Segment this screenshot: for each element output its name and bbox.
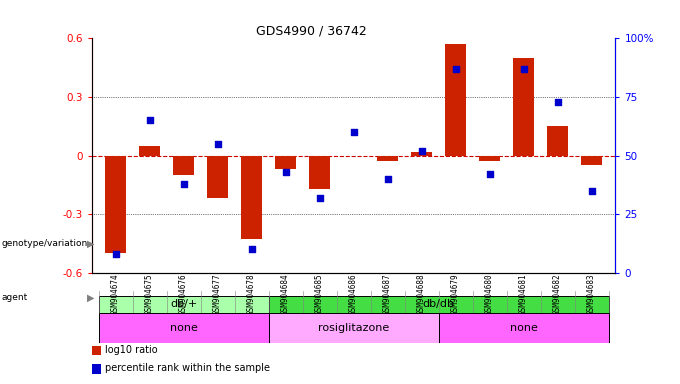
Bar — [275, 156, 296, 169]
Bar — [269, 296, 609, 313]
Bar — [581, 156, 602, 165]
Text: db/db: db/db — [422, 299, 455, 309]
Point — [110, 251, 121, 257]
Point — [484, 171, 495, 177]
Bar — [99, 296, 269, 313]
Bar — [92, 364, 101, 374]
Bar — [309, 156, 330, 189]
Text: GSM904680: GSM904680 — [485, 274, 494, 315]
Bar — [99, 313, 269, 343]
Text: GSM904681: GSM904681 — [519, 274, 528, 315]
Point — [280, 169, 291, 175]
Title: GDS4990 / 36742: GDS4990 / 36742 — [256, 24, 367, 37]
Text: GSM904675: GSM904675 — [145, 274, 154, 315]
Point — [246, 246, 257, 252]
Bar — [411, 152, 432, 156]
Point — [348, 129, 359, 135]
Bar — [139, 146, 160, 156]
Text: db/+: db/+ — [170, 299, 197, 309]
Bar — [269, 313, 439, 343]
Text: GSM904678: GSM904678 — [247, 274, 256, 315]
Text: none: none — [170, 323, 197, 333]
Text: GSM904687: GSM904687 — [383, 274, 392, 315]
Point — [178, 180, 189, 187]
Bar — [377, 156, 398, 161]
Text: GSM904682: GSM904682 — [553, 274, 562, 315]
Text: rosiglitazone: rosiglitazone — [318, 323, 389, 333]
Text: GSM904685: GSM904685 — [315, 274, 324, 315]
Text: percentile rank within the sample: percentile rank within the sample — [105, 363, 270, 373]
Bar — [241, 156, 262, 239]
Point — [518, 66, 529, 72]
Bar — [513, 58, 534, 156]
Bar — [105, 156, 126, 253]
Bar — [207, 156, 228, 199]
Bar — [173, 156, 194, 175]
Bar — [547, 126, 568, 156]
Text: GSM904683: GSM904683 — [587, 274, 596, 315]
Text: GSM904674: GSM904674 — [111, 274, 120, 315]
Point — [382, 176, 393, 182]
Bar — [92, 346, 101, 355]
Point — [552, 99, 563, 105]
Text: GSM904688: GSM904688 — [417, 274, 426, 315]
Bar — [479, 156, 500, 161]
Text: agent: agent — [1, 293, 28, 302]
Text: ▶: ▶ — [87, 239, 95, 249]
Text: log10 ratio: log10 ratio — [105, 345, 158, 355]
Point — [144, 117, 155, 123]
Point — [314, 195, 325, 201]
Text: GSM904676: GSM904676 — [179, 274, 188, 315]
Text: GSM904686: GSM904686 — [349, 274, 358, 315]
Bar — [445, 44, 466, 156]
Text: none: none — [510, 323, 537, 333]
Text: ▶: ▶ — [87, 293, 95, 303]
Point — [450, 66, 461, 72]
Point — [416, 148, 427, 154]
Point — [586, 187, 597, 194]
Text: genotype/variation: genotype/variation — [1, 239, 88, 248]
Text: GSM904677: GSM904677 — [213, 274, 222, 315]
Text: GSM904684: GSM904684 — [281, 274, 290, 315]
Bar — [439, 313, 609, 343]
Point — [212, 141, 223, 147]
Text: GSM904679: GSM904679 — [451, 274, 460, 315]
